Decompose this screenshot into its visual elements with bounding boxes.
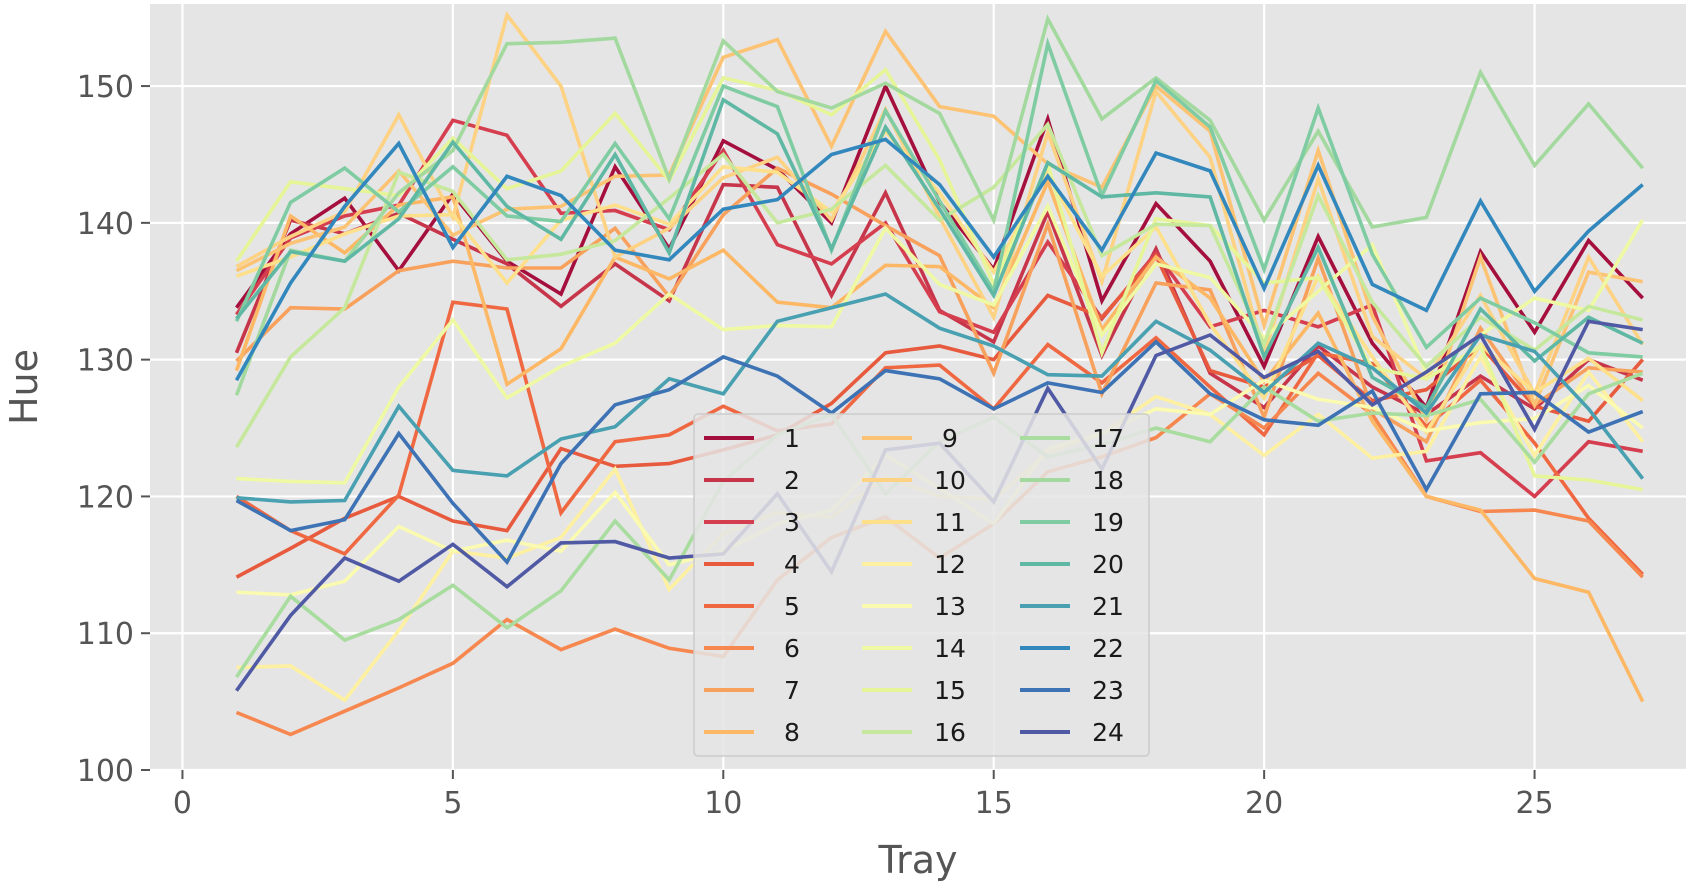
legend-label: 18	[1092, 466, 1124, 495]
legend-label: 22	[1092, 634, 1124, 663]
series-line-19	[234, 37, 1643, 359]
x-axis: 0 5 10 15 20 25	[173, 770, 1554, 821]
series-line-23	[235, 339, 1644, 566]
legend-label: 10	[934, 466, 966, 495]
legend-label: 11	[934, 508, 966, 537]
y-tick-label: 130	[77, 344, 134, 379]
x-tick-label: 10	[704, 786, 742, 821]
legend-label: 19	[1092, 508, 1124, 537]
series-lines	[234, 10, 1645, 737]
y-axis-title: Hue	[2, 349, 46, 425]
y-tick-label: 100	[77, 754, 134, 789]
legend-label: 4	[784, 550, 800, 579]
series-line-15	[235, 66, 1644, 492]
series-line-10	[235, 10, 1645, 399]
legend-label: 5	[784, 592, 800, 621]
series-line-14	[236, 202, 1645, 485]
x-tick-label: 0	[173, 786, 192, 821]
series-line-8	[234, 176, 1645, 703]
y-tick-label: 150	[77, 70, 134, 105]
x-tick-label: 5	[443, 786, 462, 821]
legend-label: 14	[934, 634, 966, 663]
y-tick-label: 110	[77, 617, 134, 652]
legend-label: 20	[1092, 550, 1124, 579]
legend-label: 17	[1092, 424, 1124, 453]
legend-label: 8	[784, 718, 800, 747]
legend-label: 24	[1092, 718, 1124, 747]
series-line-11	[235, 128, 1644, 436]
series-line-21	[236, 292, 1645, 504]
legend-label: 15	[934, 676, 966, 705]
series-line-22	[234, 137, 1644, 382]
legend-label: 6	[784, 634, 800, 663]
legend-label: 21	[1092, 592, 1124, 621]
series-line-18	[234, 14, 1645, 396]
legend-label: 23	[1092, 676, 1124, 705]
x-tick-label: 25	[1515, 786, 1553, 821]
series-line-16	[234, 121, 1644, 449]
legend-label: 7	[784, 676, 800, 705]
legend-label: 3	[784, 508, 800, 537]
y-tick-label: 140	[77, 207, 134, 242]
legend-label: 9	[942, 424, 958, 453]
grid-lines	[150, 4, 1686, 772]
legend-box	[693, 413, 1150, 757]
legend-label: 13	[934, 592, 966, 621]
y-tick-label: 120	[77, 480, 134, 515]
x-tick-label: 15	[975, 786, 1013, 821]
legend-label: 16	[934, 718, 966, 747]
legend-label: 2	[784, 466, 800, 495]
x-axis-title: Tray	[877, 838, 957, 882]
y-axis: 100 110 120 130 140 150	[77, 70, 150, 789]
legend-label: 12	[934, 550, 966, 579]
legend-label: 1	[784, 424, 800, 453]
x-tick-label: 20	[1245, 786, 1283, 821]
